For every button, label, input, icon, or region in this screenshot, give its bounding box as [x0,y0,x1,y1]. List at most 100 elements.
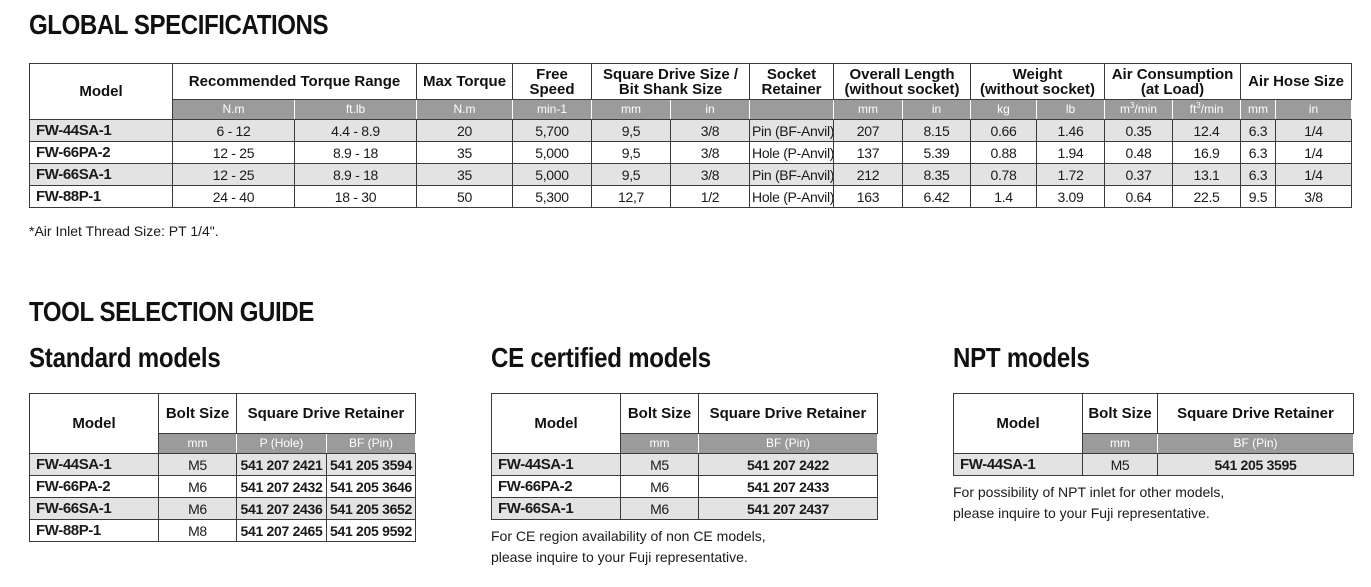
cell-torque-ftlb: 8.9 - 18 [293,141,418,164]
cell-model: FW-44SA-1 [491,453,621,476]
cell-length-in: 8.35 [902,163,972,186]
cell-hose-in: 3/8 [1275,185,1353,208]
header-square-drive-retainer: Square Drive Retainer [235,393,417,434]
unit-bolt-mm: mm [1082,433,1158,454]
table-row: FW-66PA-2 12 - 25 8.9 - 18 35 5,000 9,5 … [29,141,1353,164]
header-air-consumption: Air Consumption (at Load) [1104,63,1242,100]
cell-length-mm: 212 [833,163,904,186]
cell-model: FW-66PA-2 [29,141,173,164]
cell-hose-mm: 9.5 [1240,185,1277,208]
cell-free-speed: 5,700 [512,119,593,142]
header-weight: Weight (without socket) [970,63,1106,100]
cell-max-torque: 35 [416,163,514,186]
unit-air-m3-base: m [1119,102,1130,116]
cell-air-m3: 0.48 [1104,141,1174,164]
cell-bf-pin: 541 207 2437 [698,497,878,520]
ce-note-line1: For CE region availability of non CE mod… [491,528,766,544]
cell-max-torque: 20 [416,119,514,142]
header-length-line2: (without socket) [844,80,960,98]
cell-bolt: M5 [158,453,237,476]
cell-model: FW-88P-1 [29,519,159,542]
standard-models-title: Standard models [29,342,221,373]
unit-drive-mm: mm [591,99,672,120]
header-square-drive-line2: Bit Shank Size [618,80,723,98]
cell-drive-in: 1/2 [670,185,751,208]
unit-air-ft3-base: ft [1189,102,1197,116]
cell-length-in: 6.42 [902,185,972,208]
cell-weight-kg: 0.78 [970,163,1038,186]
header-weight-line1: Weight [1012,65,1063,83]
header-socket-retainer: Socket Retainer [749,63,835,100]
unit-air-ft3-post: /min [1200,102,1224,116]
header-torque-range: Recommended Torque Range [171,63,418,100]
cell-model: FW-44SA-1 [29,119,173,142]
cell-torque-ftlb: 18 - 30 [293,185,418,208]
header-model: Model [29,393,159,454]
unit-bf-pin: BF (Pin) [325,433,417,454]
npt-models-title: NPT models [953,342,1090,373]
air-inlet-note: *Air Inlet Thread Size: PT 1/4". [29,223,219,239]
cell-bf-pin: 541 205 3594 [325,453,417,476]
cell-length-mm: 163 [833,185,904,208]
cell-torque-nm: 12 - 25 [172,163,295,186]
header-square-drive-retainer: Square Drive Retainer [1157,393,1354,434]
cell-drive-mm: 12,7 [591,185,672,208]
header-max-torque: Max Torque [416,63,514,100]
cell-drive-in: 3/8 [670,119,751,142]
cell-length-mm: 207 [833,119,904,142]
table-row: FW-88P-1 M8 541 207 2465 541 205 9592 [29,519,417,542]
header-socket-line1: Socket [766,65,817,83]
npt-note-line2: please inquire to your Fuji representati… [953,505,1210,521]
ce-models-title: CE certified models [491,342,711,373]
npt-models-table: Model Bolt Size Square Drive Retainer mm… [953,393,1354,476]
unit-bf-pin: BF (Pin) [698,433,878,454]
cell-model: FW-44SA-1 [953,453,1083,476]
cell-length-mm: 137 [833,141,904,164]
cell-torque-nm: 12 - 25 [172,141,295,164]
unit-air-m3: m3/min [1104,99,1174,120]
cell-bf-pin: 541 205 3652 [325,497,417,520]
cell-bf-pin: 541 205 3595 [1157,453,1354,476]
cell-air-m3: 0.64 [1104,185,1174,208]
cell-air-ft3: 12.4 [1172,119,1242,142]
cell-p-hole: 541 207 2432 [236,475,327,498]
cell-socket: Pin (BF-Anvil) [749,119,835,142]
npt-note-line1: For possibility of NPT inlet for other m… [953,484,1225,500]
global-specifications-table: Model Recommended Torque Range Max Torqu… [29,63,1353,208]
table-row: FW-66SA-1 M6 541 207 2437 [491,497,878,520]
tool-selection-guide-title: TOOL SELECTION GUIDE [29,296,314,327]
cell-weight-kg: 1.4 [970,185,1038,208]
cell-bolt: M5 [620,453,699,476]
cell-bf-pin: 541 207 2422 [698,453,878,476]
standard-models-table: Model Bolt Size Square Drive Retainer mm… [29,393,417,542]
header-square-drive-retainer: Square Drive Retainer [698,393,878,434]
unit-length-in: in [902,99,972,120]
cell-torque-nm: 6 - 12 [172,119,295,142]
header-model: Model [29,63,173,120]
npt-note: For possibility of NPT inlet for other m… [953,482,1224,524]
unit-drive-in: in [670,99,751,120]
ce-models-table: Model Bolt Size Square Drive Retainer mm… [491,393,878,520]
unit-air-m3-sup: 3 [1129,101,1135,110]
unit-bf-pin: BF (Pin) [1157,433,1354,454]
cell-hose-mm: 6.3 [1240,119,1277,142]
header-overall-length: Overall Length (without socket) [833,63,972,100]
unit-p-hole: P (Hole) [236,433,327,454]
cell-air-ft3: 13.1 [1172,163,1242,186]
header-free-speed: Free Speed [512,63,593,100]
cell-weight-lb: 1.72 [1036,163,1106,186]
unit-bolt-mm: mm [620,433,699,454]
cell-weight-lb: 1.94 [1036,141,1106,164]
cell-p-hole: 541 207 2421 [236,453,327,476]
cell-bf-pin: 541 207 2433 [698,475,878,498]
header-air-hose-size: Air Hose Size [1240,63,1353,100]
cell-hose-in: 1/4 [1275,119,1353,142]
unit-hose-mm: mm [1240,99,1277,120]
header-square-drive: Square Drive Size / Bit Shank Size [591,63,751,100]
cell-drive-mm: 9,5 [591,119,672,142]
table-row: FW-66PA-2 M6 541 207 2433 [491,475,878,498]
cell-model: FW-66SA-1 [491,497,621,520]
table-row: FW-44SA-1 M5 541 205 3595 [953,453,1354,476]
unit-max-torque-nm: N.m [416,99,514,120]
header-model: Model [491,393,621,454]
